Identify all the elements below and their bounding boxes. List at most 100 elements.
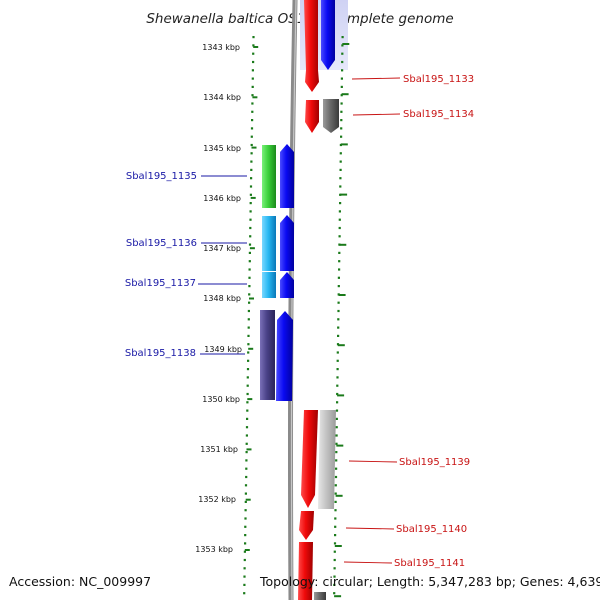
gene-arrow-reverse[interactable] xyxy=(304,0,319,92)
axis-dot xyxy=(341,69,344,72)
axis-dot xyxy=(244,525,247,528)
axis-dot xyxy=(250,168,253,171)
axis-dot xyxy=(248,268,251,271)
gene-block[interactable] xyxy=(314,592,326,600)
gene-block[interactable] xyxy=(262,216,276,271)
kbp-label: 1343 kbp xyxy=(202,43,240,52)
axis-dot xyxy=(247,326,250,329)
axis-dot xyxy=(339,177,342,180)
axis-dot xyxy=(333,542,337,545)
kbp-label: 1350 kbp xyxy=(202,395,240,404)
axis-dot xyxy=(336,401,339,404)
axis-dot xyxy=(336,368,339,371)
kbp-label: 1345 kbp xyxy=(203,144,241,153)
axis-dot xyxy=(249,218,252,221)
axis-dot xyxy=(333,583,336,586)
axis-dot xyxy=(334,509,337,512)
axis-dot xyxy=(339,168,342,171)
axis-dot xyxy=(245,442,248,445)
axis-dot xyxy=(341,36,344,39)
gene-label-Sbal195-1135[interactable]: Sbal195_1135 xyxy=(126,171,197,182)
axis-dot xyxy=(341,44,344,47)
axis-dot xyxy=(252,52,255,55)
axis-dot xyxy=(244,500,247,503)
axis-dot xyxy=(246,401,249,404)
axis-dot xyxy=(336,376,339,379)
axis-dot xyxy=(246,384,249,387)
gene-label-Sbal195-1138[interactable]: Sbal195_1138 xyxy=(125,348,196,359)
axis-dot xyxy=(333,558,336,562)
axis-dot xyxy=(340,85,343,88)
kbp-label: 1351 kbp xyxy=(200,445,238,454)
axis-dot xyxy=(338,235,341,238)
axis-dot xyxy=(339,152,342,155)
axis-dot xyxy=(248,251,251,254)
gene-block[interactable] xyxy=(323,99,339,133)
gene-arrow-forward[interactable] xyxy=(321,0,335,70)
kbp-scale-labels: 1343 kbp 1344 kbp 1345 kbp 1346 kbp 1347… xyxy=(195,43,242,554)
axis-dot xyxy=(249,226,252,230)
axis-dot xyxy=(334,525,337,528)
gene-label-Sbal195-1133[interactable]: Sbal195_1133 xyxy=(403,74,474,85)
axis-dot xyxy=(243,583,246,586)
axis-dot xyxy=(340,102,343,105)
gene-label-Sbal195-1141[interactable]: Sbal195_1141 xyxy=(394,558,465,569)
kbp-label: 1352 kbp xyxy=(198,495,236,504)
gene-arrow-forward[interactable] xyxy=(276,311,293,401)
axis-dot xyxy=(333,567,336,570)
axis-dot xyxy=(337,301,340,304)
axis-dot xyxy=(335,467,338,470)
axis-dot xyxy=(248,301,251,304)
axis-dot xyxy=(243,575,246,578)
axis-dot xyxy=(248,285,251,288)
axis-dot xyxy=(245,426,249,429)
axis-dot xyxy=(246,392,249,396)
kbp-label: 1348 kbp xyxy=(203,294,241,303)
gene-label-Sbal195-1140[interactable]: Sbal195_1140 xyxy=(396,524,467,535)
kbp-label: 1347 kbp xyxy=(203,244,241,253)
axis-dot xyxy=(248,293,251,296)
gene-arrow-reverse[interactable] xyxy=(301,410,318,508)
gene-block[interactable] xyxy=(260,310,275,400)
kbp-label: 1344 kbp xyxy=(203,93,241,102)
axis-dot xyxy=(339,202,342,205)
axis-dot xyxy=(245,467,248,470)
gene-label-Sbal195-1136[interactable]: Sbal195_1136 xyxy=(126,238,197,249)
axis-dot xyxy=(249,202,252,205)
axis-dot xyxy=(340,119,343,122)
axis-dot xyxy=(337,309,340,313)
gene-label-Sbal195-1134[interactable]: Sbal195_1134 xyxy=(403,109,474,120)
axis-dot xyxy=(338,226,341,230)
gene-block[interactable] xyxy=(262,272,276,298)
axis-dot xyxy=(335,426,338,429)
gene-block[interactable] xyxy=(318,410,336,509)
axis-dot xyxy=(246,417,249,420)
axis-dot xyxy=(247,351,250,354)
topology-text: Topology: circular; Length: 5,347,283 bp… xyxy=(259,574,600,589)
gene-arrow-forward[interactable] xyxy=(280,144,294,208)
gene-arrow-reverse[interactable] xyxy=(305,100,319,133)
axis-dot xyxy=(249,193,252,196)
gene-arrow-forward[interactable] xyxy=(280,215,294,271)
axis-dot xyxy=(334,475,338,479)
axis-dot xyxy=(251,69,254,72)
axis-dot xyxy=(334,484,337,487)
genome-backbone xyxy=(288,0,298,600)
axis-dot xyxy=(245,451,248,454)
axis-dot xyxy=(247,359,250,362)
axis-dot xyxy=(251,85,254,88)
axis-dot xyxy=(340,127,343,130)
gene-arrow-reverse[interactable] xyxy=(299,511,314,540)
gene-label-Sbal195-1139[interactable]: Sbal195_1139 xyxy=(399,457,470,468)
gene-block[interactable] xyxy=(262,145,276,208)
axis-dot xyxy=(336,351,339,354)
axis-dot xyxy=(246,409,249,412)
gene-label-Sbal195-1137[interactable]: Sbal195_1137 xyxy=(125,278,196,289)
axis-dot xyxy=(337,318,340,321)
axis-dot xyxy=(334,500,337,503)
axis-dot xyxy=(339,160,342,163)
gene-arrow-reverse[interactable] xyxy=(298,542,313,600)
axis-dot xyxy=(338,268,341,271)
gene-arrow-forward[interactable] xyxy=(280,272,294,298)
axis-dot xyxy=(244,542,247,545)
